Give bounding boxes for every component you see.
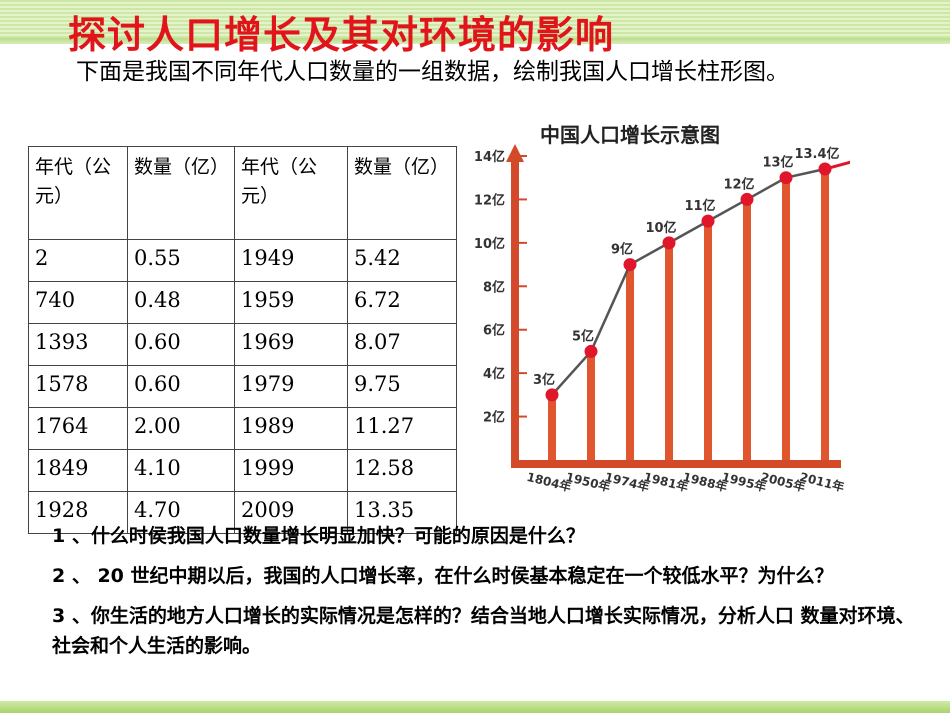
y-tick-label: 10亿 <box>474 236 505 252</box>
data-point <box>740 192 754 206</box>
y-tick-label: 14亿 <box>474 149 505 165</box>
intro-text: 下面是我国不同年代人口数量的一组数据，绘制我国人口增长柱形图。 <box>76 59 789 85</box>
cell-year: 1578 <box>28 365 128 408</box>
data-label: 9亿 <box>611 242 633 258</box>
question-2: 2 、 20 世纪中期以后，我国的人口增长率，在什么时侯基本稳定在一个较低水平？… <box>52 565 834 587</box>
table-row: 2 0.55 1949 5.42 <box>28 239 457 282</box>
cell-count: 0.60 <box>127 323 235 366</box>
value-bar <box>587 351 595 460</box>
data-label: 11亿 <box>684 198 715 214</box>
population-growth-chart: 中国人口增长示意图 2亿 4亿 6亿 8亿 10亿 12亿 14亿 3亿 5亿 9亿 10亿 11亿 12… <box>474 123 850 495</box>
cell-count: 0.48 <box>127 281 235 324</box>
table-row: 1928 4.70 2009 13.35 <box>28 491 457 534</box>
table-row: 1393 0.60 1969 8.07 <box>28 323 457 366</box>
x-axis <box>511 460 841 468</box>
header-count-1: 数量（亿） <box>127 146 235 240</box>
cell-year: 1989 <box>234 407 348 450</box>
question-3: 3 、你生活的地方人口增长的实际情况是怎样的？结合当地人口增长实际情况，分析人口… <box>52 605 915 657</box>
cell-year: 1928 <box>28 491 128 534</box>
y-tick-label: 12亿 <box>474 192 505 208</box>
cell-year: 1999 <box>234 449 348 492</box>
cell-year: 1949 <box>234 239 348 282</box>
y-tick-label: 8亿 <box>483 279 505 295</box>
data-point <box>623 258 637 272</box>
cell-year: 1979 <box>234 365 348 408</box>
value-bar <box>821 169 829 460</box>
table-header-row: 年代（公元） 数量（亿） 年代（公元） 数量（亿） <box>28 146 457 240</box>
data-point <box>818 162 832 176</box>
table-row: 1764 2.00 1989 11.27 <box>28 407 457 450</box>
cell-count: 5.42 <box>347 239 457 282</box>
cell-count: 0.55 <box>127 239 235 282</box>
value-bar <box>704 221 712 460</box>
y-axis <box>511 158 519 460</box>
data-point <box>701 214 715 228</box>
data-label: 5亿 <box>572 328 594 344</box>
data-label: 3亿 <box>533 372 555 388</box>
y-axis-arrow <box>506 144 524 162</box>
slide-title: 探讨人口增长及其对环境的影响 <box>68 13 615 57</box>
cell-year: 2 <box>28 239 128 282</box>
table-row: 1578 0.60 1979 9.75 <box>28 365 457 408</box>
chart-title: 中国人口增长示意图 <box>540 123 720 147</box>
question-1: 1 、什么时侯我国人口数量增长明显加快？可能的原因是什么？ <box>52 525 585 547</box>
value-bar <box>743 199 751 460</box>
population-table: 年代（公元） 数量（亿） 年代（公元） 数量（亿） 2 0.55 1949 5.… <box>28 146 457 534</box>
cell-year: 2009 <box>234 491 348 534</box>
value-bar <box>782 177 790 460</box>
x-tick-label: 2011年 <box>798 469 846 495</box>
cell-count: 9.75 <box>347 365 457 408</box>
trend-line <box>551 167 826 396</box>
data-point <box>584 344 598 358</box>
cell-count: 0.60 <box>127 365 235 408</box>
data-point <box>545 388 559 402</box>
bottom-decor-stripe <box>0 701 950 713</box>
cell-year: 1849 <box>28 449 128 492</box>
top-decor-stripe <box>0 0 950 44</box>
cell-year: 1764 <box>28 407 128 450</box>
cell-count: 4.10 <box>127 449 235 492</box>
data-label: 10亿 <box>645 220 676 236</box>
data-point <box>779 171 793 185</box>
data-label: 13.4亿 <box>794 146 839 162</box>
data-label: 13亿 <box>762 155 793 171</box>
data-point <box>662 236 676 250</box>
y-tick-label: 2亿 <box>483 410 505 426</box>
questions-block: 1 、什么时侯我国人口数量增长明显加快？可能的原因是什么？ 2 、 20 世纪中… <box>52 521 932 671</box>
cell-count: 13.35 <box>347 491 457 534</box>
value-bar <box>626 264 634 460</box>
table-row: 1849 4.10 1999 12.58 <box>28 449 457 492</box>
cell-count: 11.27 <box>347 407 457 450</box>
cell-count: 8.07 <box>347 323 457 366</box>
header-year-1: 年代（公元） <box>28 146 128 240</box>
cell-year: 740 <box>28 281 128 324</box>
value-bar <box>665 242 673 460</box>
cell-count: 12.58 <box>347 449 457 492</box>
cell-count: 2.00 <box>127 407 235 450</box>
cell-count: 6.72 <box>347 281 457 324</box>
table-row: 740 0.48 1959 6.72 <box>28 281 457 324</box>
data-label: 12亿 <box>723 176 754 192</box>
y-tick-label: 4亿 <box>483 366 505 382</box>
value-bar <box>548 394 556 460</box>
cell-year: 1969 <box>234 323 348 366</box>
header-year-2: 年代（公元） <box>234 146 348 240</box>
y-tick-label: 6亿 <box>483 323 505 339</box>
cell-year: 1959 <box>234 281 348 324</box>
header-count-2: 数量（亿） <box>347 146 457 240</box>
cell-year: 1393 <box>28 323 128 366</box>
